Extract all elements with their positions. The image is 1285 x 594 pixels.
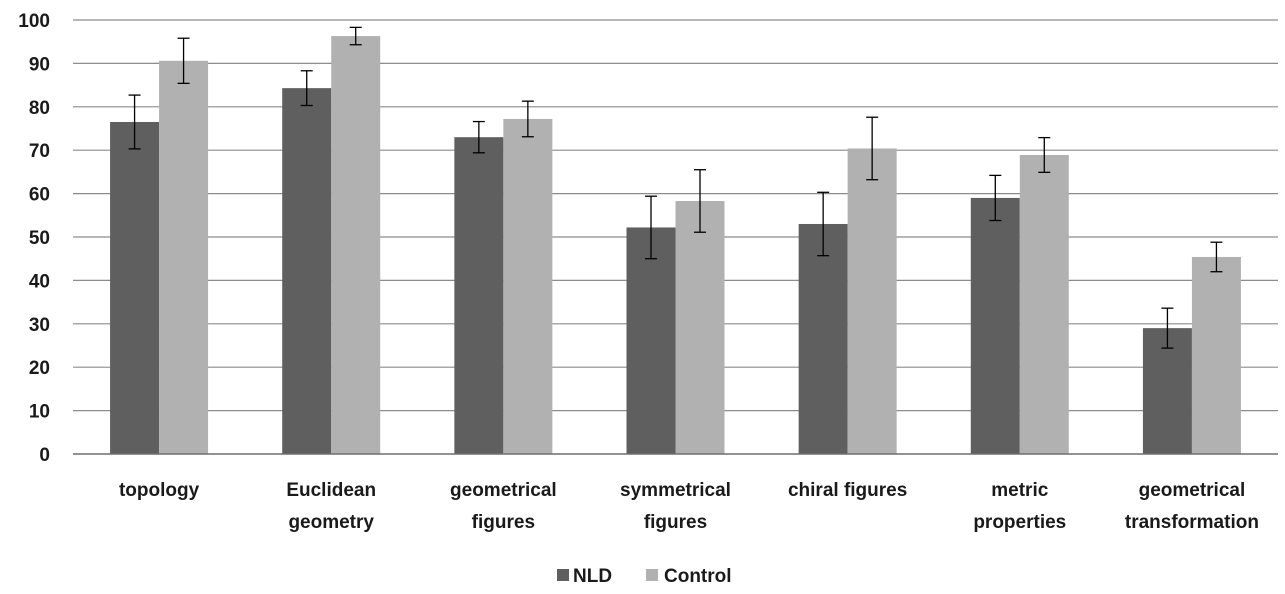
error-bar-nld-1 — [300, 70, 313, 107]
x-tick-label: metric properties — [973, 480, 1066, 533]
y-tick-label: 50 — [29, 228, 50, 249]
legend-label: NLD — [573, 566, 612, 587]
error-bar-nld-0 — [128, 94, 141, 150]
error-bar-control-1 — [349, 26, 362, 46]
error-bar-nld-2 — [472, 120, 485, 154]
legend-label: Control — [664, 566, 732, 587]
bar-control-0 — [159, 60, 209, 455]
bar-nld-5 — [970, 197, 1020, 454]
x-tick-label: Euclidean geometry — [286, 480, 376, 533]
bar-nld-1 — [282, 88, 332, 454]
y-tick-label: 30 — [29, 315, 50, 336]
y-axis-ticks: 0 10 20 30 40 50 60 70 80 90 100 — [18, 11, 50, 466]
legend-swatch — [557, 569, 569, 581]
x-tick-label: symmetrical figures — [620, 480, 731, 533]
error-bar-control-2 — [521, 100, 534, 138]
legend-item-nld: NLD — [557, 566, 612, 587]
legend-swatch — [646, 569, 658, 581]
y-tick-label: 70 — [29, 141, 50, 162]
legend-item-control: Control — [646, 566, 732, 587]
bar-nld-6 — [1142, 328, 1192, 454]
y-tick-label: 60 — [29, 185, 50, 206]
y-tick-label: 20 — [29, 358, 50, 379]
y-tick-label: 10 — [29, 402, 50, 423]
legend: NLD Control — [557, 566, 732, 587]
bar-control-3 — [675, 200, 725, 454]
x-tick-label: topology — [119, 480, 200, 501]
x-tick-label: chiral figures — [788, 480, 907, 501]
x-tick-label: geometrical figures — [450, 480, 557, 533]
error-bar-control-6 — [1210, 241, 1223, 273]
bar-nld-0 — [110, 121, 160, 455]
bar-control-6 — [1191, 256, 1241, 454]
y-tick-label: 40 — [29, 271, 50, 292]
bar-control-2 — [503, 118, 553, 455]
error-bar-control-3 — [694, 169, 706, 233]
y-tick-label: 0 — [39, 445, 50, 466]
error-bar-control-0 — [177, 37, 190, 85]
error-bar-nld-4 — [817, 191, 830, 257]
bar-nld-3 — [626, 227, 676, 454]
y-tick-label: 100 — [18, 11, 50, 32]
error-bar-nld-3 — [645, 195, 657, 260]
bar-control-1 — [331, 36, 381, 455]
y-tick-label: 90 — [29, 54, 50, 75]
error-bar-nld-5 — [989, 174, 1002, 222]
error-bars — [128, 26, 1223, 349]
bars — [110, 36, 1241, 455]
error-bar-control-4 — [866, 116, 879, 181]
x-tick-label: geometrical transformation — [1125, 480, 1259, 533]
bar-nld-4 — [798, 223, 848, 454]
bar-control-5 — [1019, 154, 1069, 454]
category-labels: topology Euclidean geometry geometrical figu… — [119, 480, 1259, 533]
bar-control-4 — [847, 148, 897, 455]
error-bar-control-5 — [1038, 136, 1051, 173]
bar-nld-2 — [454, 137, 504, 454]
y-tick-label: 80 — [29, 98, 50, 119]
error-bar-nld-6 — [1161, 307, 1174, 349]
